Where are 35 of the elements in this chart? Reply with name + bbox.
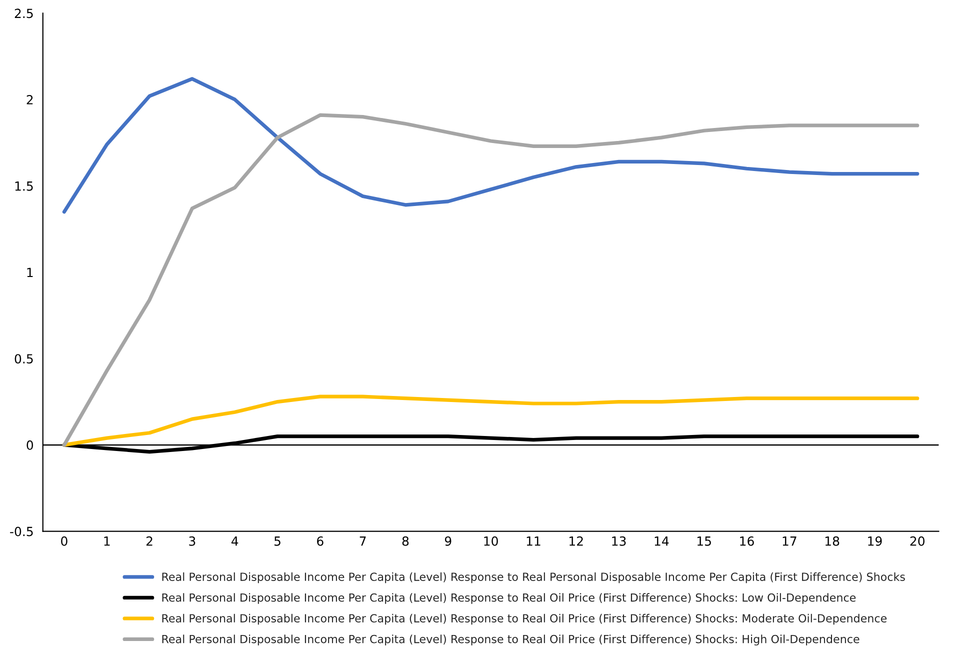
- x-tick-label: 16: [740, 536, 754, 546]
- x-tick-label: 2: [146, 536, 152, 546]
- line-series: [62, 113, 920, 447]
- x-tick-label: 13: [612, 536, 626, 546]
- x-tick-label: 12: [570, 536, 583, 546]
- x-tick-label: 18: [825, 536, 840, 546]
- x-tick-label: 7: [360, 536, 366, 546]
- x-tick-label: 17: [782, 536, 796, 546]
- x-tick-label: 15: [698, 536, 711, 546]
- x-tick-label: 0: [61, 536, 68, 546]
- y-tick-label: 0.5: [14, 354, 33, 364]
- y-tick-label: 1.5: [15, 182, 33, 191]
- y-tick-label: 2: [26, 95, 33, 104]
- line-series: [62, 77, 920, 214]
- y-tick-label: 0: [26, 440, 34, 450]
- y-tick-label: 2.5: [14, 8, 33, 18]
- x-tick-label: 10: [484, 536, 498, 546]
- legend-label: Real Personal Disposable Income Per Capita (Level) Response to Real Oil Price (First Difference) Shocks: Moderate Oil-Dependence: [162, 614, 887, 625]
- x-tick-label: 8: [402, 536, 409, 546]
- y-tick-label: 1: [27, 268, 33, 277]
- x-tick-label: 6: [317, 536, 324, 546]
- x-tick-label: 19: [868, 536, 882, 546]
- legend-label: Real Personal Disposable Income Per Capita (Level) Response to Real Oil Price (First Difference) Shocks: High Oil-Dependence: [162, 634, 860, 646]
- y-tick-label: -0.5: [10, 526, 33, 536]
- x-tick-label: 11: [526, 536, 540, 546]
- x-tick-label: 1: [104, 536, 110, 546]
- x-tick-label: 4: [231, 536, 238, 546]
- legend-label: Real Personal Disposable Income Per Capita (Level) Response to Real Personal Disposable Income Per Capita (First Difference) Shocks: [162, 572, 905, 584]
- legend-label: Real Personal Disposable Income Per Capita (Level) Response to Real Oil Price (First Difference) Shocks: Low Oil-Dependence: [162, 593, 856, 604]
- x-tick-label: 14: [654, 536, 669, 546]
- x-tick-label: 9: [444, 536, 452, 546]
- x-tick-label: 20: [910, 536, 924, 546]
- line-series: [62, 394, 920, 447]
- x-tick-label: 3: [189, 536, 196, 546]
- x-tick-label: 5: [274, 536, 280, 546]
